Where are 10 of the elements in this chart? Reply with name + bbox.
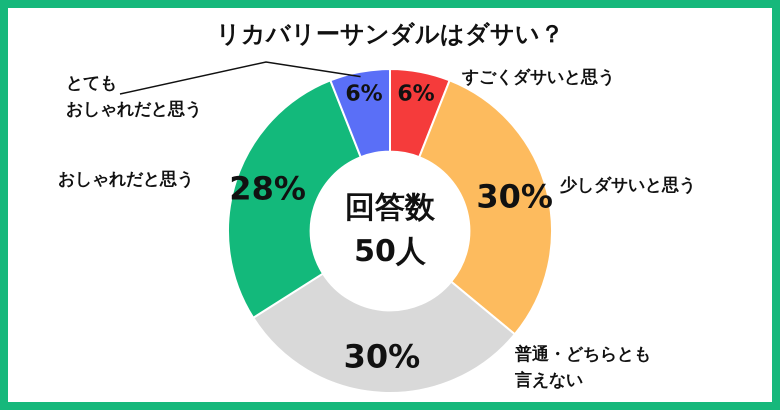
data-label: 30% — [344, 338, 420, 376]
slice-label: おしゃれだと思う — [58, 169, 194, 190]
data-label: 6% — [345, 81, 383, 106]
data-label: 6% — [397, 81, 435, 106]
slice-label: すごくダサいと思う — [461, 67, 615, 88]
text: 回答数 50人 — [345, 190, 436, 269]
slice-label: 普通・どちらとも言えない — [514, 343, 651, 390]
chart-title: リカバリーサンダルはダサい？ — [216, 20, 564, 48]
slice-label: とてもおしゃれだと思う — [66, 73, 202, 120]
slice-label: 少しダサいと思う — [560, 175, 696, 196]
